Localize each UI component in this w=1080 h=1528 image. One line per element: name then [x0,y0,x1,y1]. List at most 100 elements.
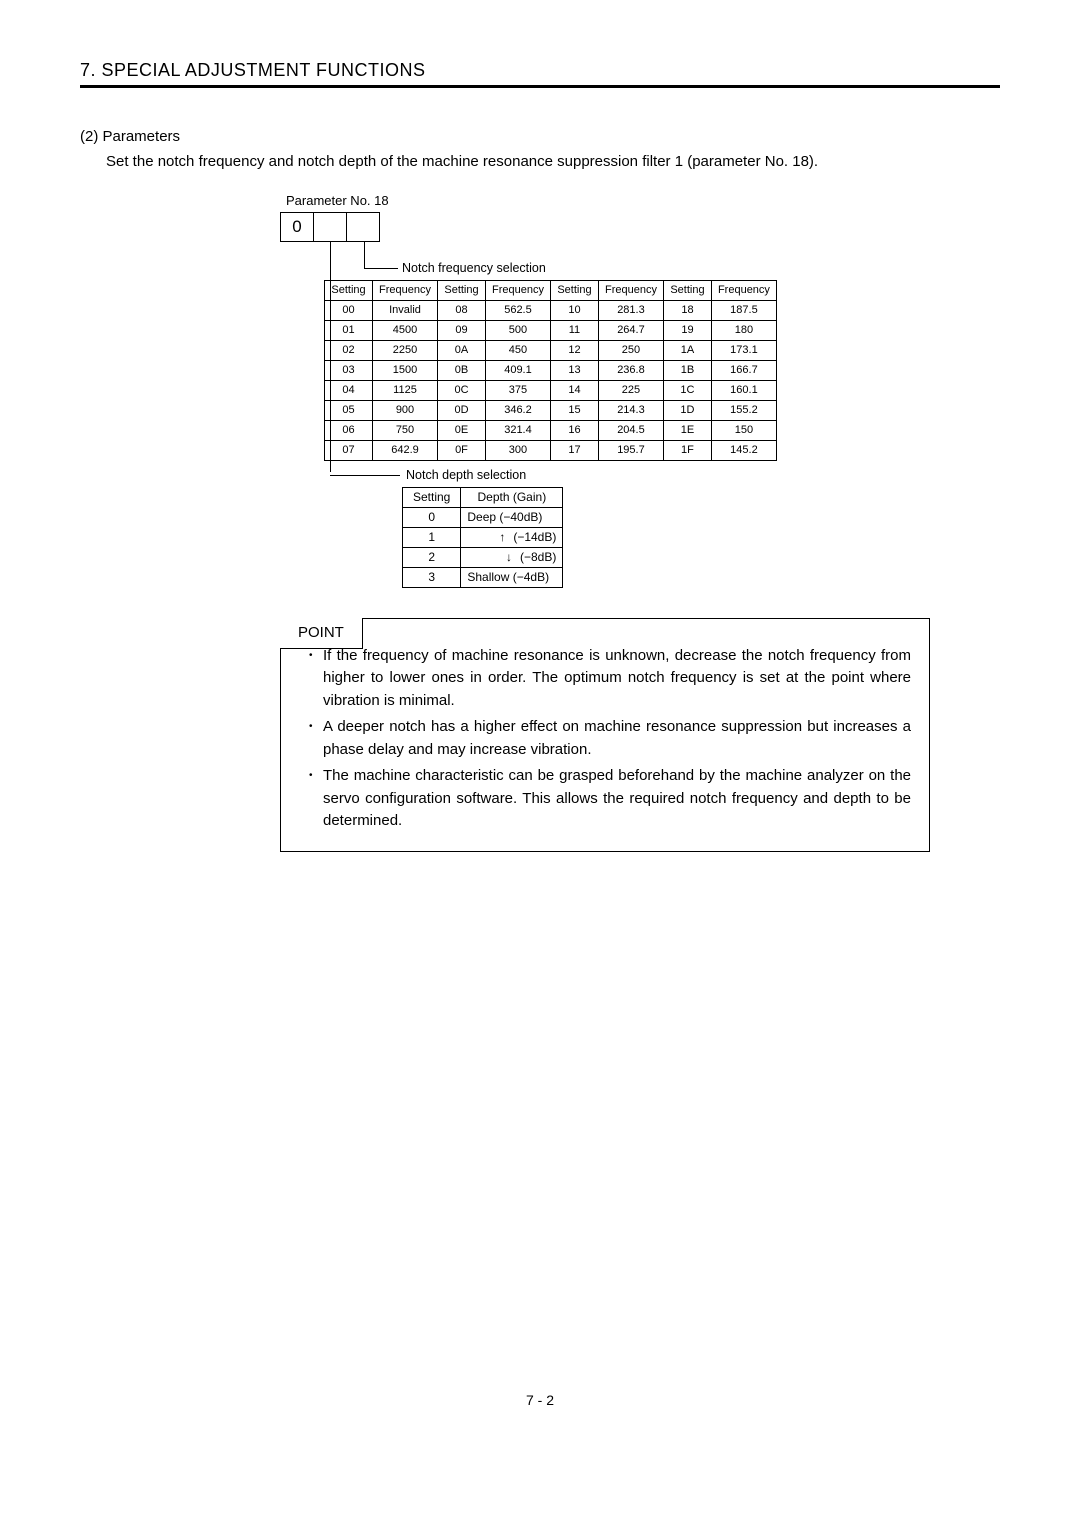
freq-header: Frequency [598,280,663,300]
freq-header: Setting [550,280,598,300]
freq-cell: 264.7 [598,320,663,340]
freq-cell: 19 [663,320,711,340]
freq-cell: Invalid [373,300,438,320]
connector-line [330,475,400,476]
freq-cell: 346.2 [485,400,550,420]
table-row: 0Deep (−40dB) [403,507,563,527]
depth-header-setting: Setting [403,487,461,507]
connector-line [364,268,398,269]
page-number: 7 - 2 [80,1392,1000,1408]
depth-gain-cell: Deep (−40dB) [461,507,563,527]
freq-cell: 01 [325,320,373,340]
freq-cell: 17 [550,440,598,460]
connector-line [330,242,331,472]
freq-cell: 0C [437,380,485,400]
depth-setting-cell: 0 [403,507,461,527]
freq-header: Setting [437,280,485,300]
point-item: If the frequency of machine resonance is… [309,645,911,713]
freq-cell: 0A [437,340,485,360]
freq-cell: 1D [663,400,711,420]
table-row: 00Invalid08562.510281.318187.5 [325,300,777,320]
table-row: 0411250C375142251C160.1 [325,380,777,400]
freq-cell: 300 [485,440,550,460]
depth-header-gain: Depth (Gain) [461,487,563,507]
freq-cell: 02 [325,340,373,360]
freq-cell: 562.5 [485,300,550,320]
freq-cell: 1E [663,420,711,440]
freq-header: Frequency [373,280,438,300]
freq-cell: 05 [325,400,373,420]
freq-cell: 409.1 [485,360,550,380]
freq-cell: 145.2 [711,440,776,460]
table-row: 067500E321.416204.51E150 [325,420,777,440]
freq-cell: 321.4 [485,420,550,440]
freq-cell: 375 [485,380,550,400]
param-box-0: 0 [280,212,314,242]
table-row: 07642.90F30017195.71F145.2 [325,440,777,460]
table-row: 0315000B409.113236.81B166.7 [325,360,777,380]
parameter-diagram: Parameter No. 18 0 Notch frequency selec… [280,193,800,588]
param-box-1 [313,212,347,242]
table-row: 0222500A450122501A173.1 [325,340,777,360]
freq-cell: 10 [550,300,598,320]
connector-line [364,242,365,268]
depth-setting-cell: 2 [403,547,461,567]
freq-cell: 0D [437,400,485,420]
notch-frequency-label: Notch frequency selection [402,261,546,275]
freq-cell: 06 [325,420,373,440]
depth-setting-cell: 3 [403,567,461,587]
freq-cell: 900 [373,400,438,420]
notch-depth-label: Notch depth selection [406,468,526,482]
freq-cell: 1125 [373,380,438,400]
freq-cell: 08 [437,300,485,320]
depth-gain-cell: (−14dB) [461,527,563,547]
point-item: The machine characteristic can be graspe… [309,765,911,833]
notch-frequency-table: SettingFrequencySettingFrequencySettingF… [324,280,777,461]
freq-cell: 204.5 [598,420,663,440]
freq-cell: 2250 [373,340,438,360]
table-row: 3Shallow (−4dB) [403,567,563,587]
freq-cell: 14 [550,380,598,400]
freq-cell: 195.7 [598,440,663,460]
freq-cell: 750 [373,420,438,440]
freq-cell: 03 [325,360,373,380]
freq-cell: 0F [437,440,485,460]
parameter-boxes: 0 [280,212,800,242]
freq-cell: 180 [711,320,776,340]
freq-cell: 225 [598,380,663,400]
section-body: Set the notch frequency and notch depth … [106,151,1000,173]
freq-cell: 1500 [373,360,438,380]
freq-cell: 16 [550,420,598,440]
table-row: 1(−14dB) [403,527,563,547]
freq-cell: 155.2 [711,400,776,420]
freq-cell: 4500 [373,320,438,340]
freq-header: Frequency [711,280,776,300]
table-row: 059000D346.215214.31D155.2 [325,400,777,420]
freq-cell: 1A [663,340,711,360]
freq-cell: 18 [663,300,711,320]
freq-cell: 166.7 [711,360,776,380]
freq-cell: 236.8 [598,360,663,380]
freq-cell: 11 [550,320,598,340]
point-item: A deeper notch has a higher effect on ma… [309,716,911,761]
freq-header: Frequency [485,280,550,300]
page-title: 7. SPECIAL ADJUSTMENT FUNCTIONS [80,60,1000,88]
freq-cell: 1B [663,360,711,380]
table-row: 2(−8dB) [403,547,563,567]
freq-cell: 150 [711,420,776,440]
freq-cell: 281.3 [598,300,663,320]
freq-cell: 187.5 [711,300,776,320]
freq-cell: 12 [550,340,598,360]
freq-cell: 13 [550,360,598,380]
freq-cell: 250 [598,340,663,360]
freq-cell: 642.9 [373,440,438,460]
freq-cell: 15 [550,400,598,420]
freq-header: Setting [325,280,373,300]
freq-cell: 07 [325,440,373,460]
freq-header: Setting [663,280,711,300]
freq-cell: 0E [437,420,485,440]
freq-cell: 1F [663,440,711,460]
freq-cell: 04 [325,380,373,400]
table-row: 0145000950011264.719180 [325,320,777,340]
freq-cell: 214.3 [598,400,663,420]
